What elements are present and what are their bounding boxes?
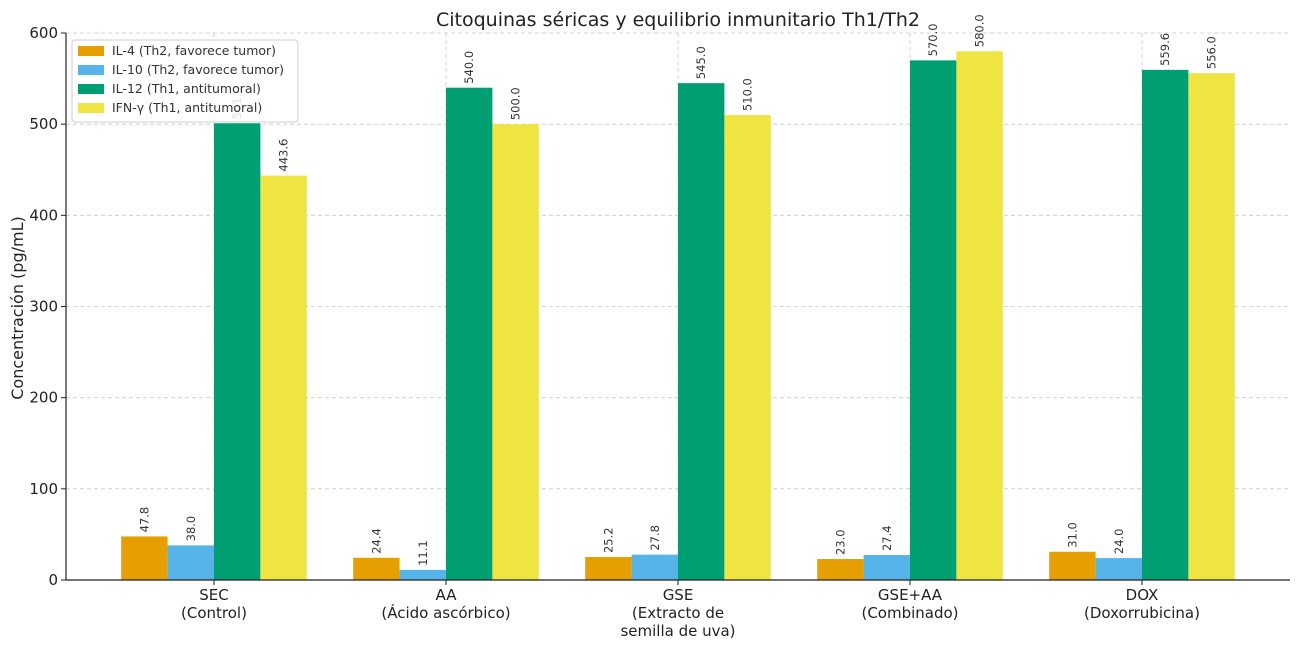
data-label: 500.0 — [509, 87, 523, 120]
data-label: 25.2 — [601, 527, 615, 553]
y-tick-label: 100 — [29, 480, 58, 498]
bar-il-12 — [910, 60, 957, 581]
data-label: 24.0 — [1112, 529, 1126, 555]
data-label: 570.0 — [926, 23, 940, 56]
x-tick-label: semilla de uva) — [620, 622, 735, 640]
data-label: 556.0 — [1205, 36, 1219, 69]
legend-swatch — [78, 84, 104, 94]
legend-label: IFN-γ (Th1, antitumoral) — [112, 100, 262, 115]
x-tick-label: SEC — [199, 586, 228, 604]
legend-swatch — [78, 65, 104, 75]
bar-il-10 — [167, 545, 214, 580]
y-tick-label: 200 — [29, 389, 58, 407]
bar-il-12 — [214, 123, 261, 580]
bar-ifn-γ — [1188, 73, 1235, 580]
x-tick-label: GSE — [663, 586, 694, 604]
axes-group: 0 100 200 300 400 500 600 SEC(Control) AA(Ácido … — [29, 24, 1290, 640]
legend-label: IL-12 (Th1, antitumoral) — [112, 81, 261, 96]
legend-label: IL-10 (Th2, favorece tumor) — [112, 62, 284, 77]
y-axis-label: Concentración (pg/mL) — [8, 216, 27, 399]
data-label: 443.6 — [277, 139, 291, 172]
data-label: 27.4 — [880, 525, 894, 551]
bar-ifn-γ — [724, 115, 771, 581]
x-tick-label: (Control) — [181, 604, 247, 622]
data-label: 545.0 — [694, 46, 708, 79]
legend-box — [71, 39, 299, 123]
data-label: 27.8 — [648, 525, 662, 551]
y-tick-label: 0 — [48, 571, 58, 589]
data-label: 23.0 — [833, 529, 847, 555]
bar-ifn-γ — [956, 51, 1003, 580]
legend: IL-4 (Th2, favorece tumor) IL-10 (Th2, fa… — [71, 39, 299, 123]
bar-il-10 — [1095, 558, 1142, 580]
x-tick-label: AA — [436, 586, 458, 604]
y-tick-label: 500 — [29, 115, 58, 133]
data-label: 580.0 — [973, 14, 987, 47]
x-tick-label: (Combinado) — [861, 604, 958, 622]
bar-il-4 — [1049, 551, 1096, 580]
bar-il-12 — [1142, 69, 1189, 581]
x-tick-label: (Doxorrubicina) — [1084, 604, 1200, 622]
data-label: 510.0 — [741, 78, 755, 111]
bar-il-4 — [353, 557, 400, 580]
x-tick-label: (Extracto de — [632, 604, 724, 622]
chart-title: Citoquinas séricas y equilibrio inmunita… — [436, 9, 920, 31]
data-label: 38.0 — [184, 516, 198, 542]
bar-ifn-γ — [492, 124, 539, 581]
bar-il-12 — [678, 83, 725, 581]
bar-il-10 — [399, 569, 446, 580]
y-tick-label: 600 — [29, 24, 58, 42]
x-tick-label: DOX — [1126, 586, 1159, 604]
y-tick-label: 400 — [29, 206, 58, 224]
data-label: 24.4 — [369, 528, 383, 554]
bar-il-4 — [817, 559, 864, 580]
x-tick-label: GSE+AA — [878, 586, 943, 604]
data-label: 559.6 — [1158, 33, 1172, 66]
bar-il-4 — [121, 536, 168, 580]
bar-il-10 — [863, 555, 910, 580]
legend-label: IL-4 (Th2, favorece tumor) — [112, 43, 276, 58]
bar-il-10 — [631, 554, 678, 580]
legend-swatch — [78, 103, 104, 113]
y-tick-label: 300 — [29, 298, 58, 316]
data-label: 47.8 — [137, 507, 151, 533]
bar-il-4 — [585, 557, 632, 580]
data-label: 31.0 — [1065, 522, 1079, 548]
bars-group: 47.8 24.4 25.2 23.0 31.0 38.0 11.1 27.8 27.4 24.0… — [121, 14, 1235, 581]
legend-swatch — [78, 46, 104, 56]
bar-il-12 — [446, 87, 493, 580]
x-tick-label: (Ácido ascórbico) — [381, 603, 510, 622]
data-label: 11.1 — [416, 540, 430, 566]
data-label: 540.0 — [462, 51, 476, 84]
bar-ifn-γ — [260, 175, 307, 581]
